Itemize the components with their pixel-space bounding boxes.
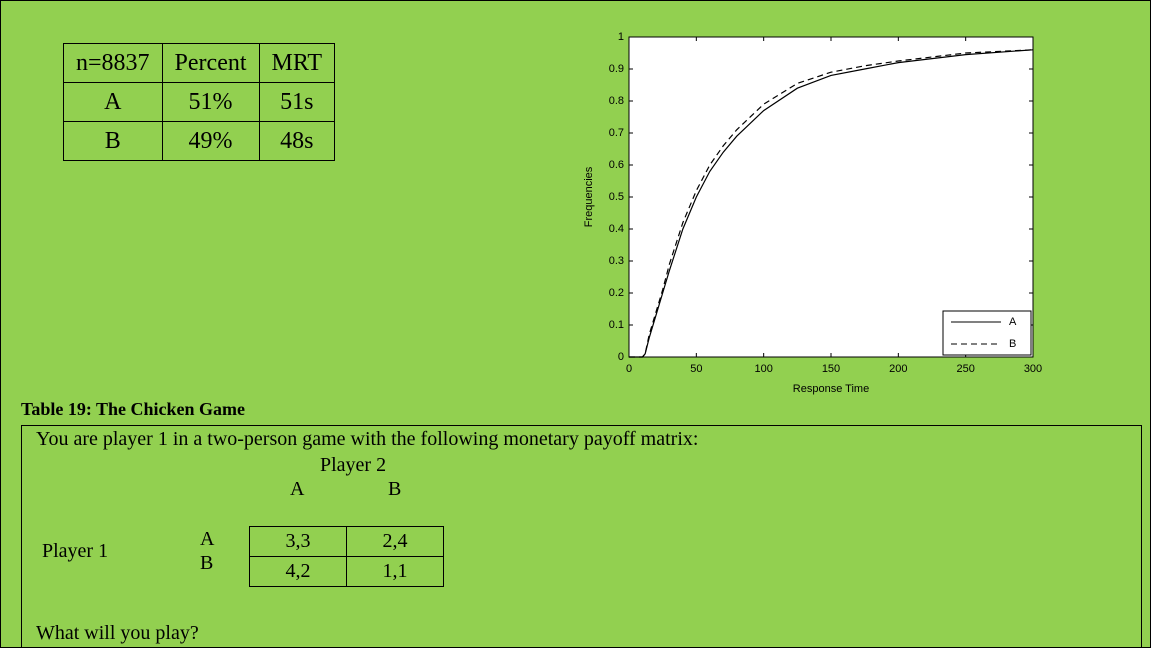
- y-axis-label: Frequencies: [583, 166, 595, 227]
- y-tick-label: 0.3: [609, 255, 624, 267]
- question: What will you play?: [36, 622, 199, 644]
- payoff-matrix: 3,3 2,4 4,2 1,1: [249, 526, 444, 587]
- payoff: 4,2: [249, 556, 347, 587]
- plot-area: [628, 36, 1034, 358]
- row-label: B: [200, 552, 214, 574]
- payoff: 3,3: [249, 526, 347, 557]
- stats-table: n=8837 Percent MRT A 51% 51s B 49% 48s: [63, 43, 336, 161]
- cell: Percent: [161, 43, 260, 83]
- y-tick-label: 0.2: [609, 287, 624, 299]
- cell: 48s: [258, 121, 336, 161]
- y-tick-label: 0.5: [609, 191, 624, 203]
- y-tick-label: 1: [618, 31, 624, 43]
- y-tick-label: 0.6: [609, 159, 624, 171]
- payoff: 1,1: [346, 556, 444, 587]
- y-tick-label: 0.4: [609, 223, 624, 235]
- x-tick-label: 150: [822, 363, 840, 375]
- y-tick-label: 0: [618, 351, 624, 363]
- x-tick-label: 200: [889, 363, 907, 375]
- y-tick-label: 0.1: [609, 319, 624, 331]
- x-tick-label: 300: [1024, 363, 1042, 375]
- cell: 51%: [161, 82, 260, 122]
- x-tick-label: 250: [956, 363, 974, 375]
- cell: 51s: [258, 82, 336, 122]
- y-tick-label: 0.7: [609, 127, 624, 139]
- intro: You are player 1 in a two-person game wi…: [36, 428, 699, 450]
- y-tick-label: 0.9: [609, 63, 624, 75]
- cell: A: [63, 82, 163, 122]
- row-label: A: [200, 528, 215, 550]
- cell: MRT: [258, 43, 336, 83]
- legend-label: B: [1009, 338, 1016, 350]
- row-player: Player 1: [42, 540, 109, 562]
- x-tick-label: 50: [690, 363, 702, 375]
- payoff: 2,4: [346, 526, 444, 557]
- legend-label: A: [1009, 316, 1017, 328]
- series-line: [629, 49, 1034, 358]
- col-player: Player 2: [320, 454, 387, 476]
- cell: 49%: [161, 121, 260, 161]
- x-tick-label: 100: [754, 363, 772, 375]
- col-label: B: [388, 478, 402, 500]
- chart: Response Time Frequencies 0 50 100 150 200 25…: [583, 31, 1042, 395]
- game-box: You are player 1 in a two-person game wi…: [21, 425, 1142, 647]
- cell: n=8837: [63, 43, 163, 83]
- col-label: A: [290, 478, 305, 500]
- x-tick-label: 0: [626, 363, 632, 375]
- caption: Table 19: The Chicken Game: [21, 399, 246, 419]
- legend-box: [942, 310, 1032, 356]
- x-axis-label: Response Time: [793, 383, 869, 395]
- y-tick-label: 0.8: [609, 95, 624, 107]
- cell: B: [63, 121, 163, 161]
